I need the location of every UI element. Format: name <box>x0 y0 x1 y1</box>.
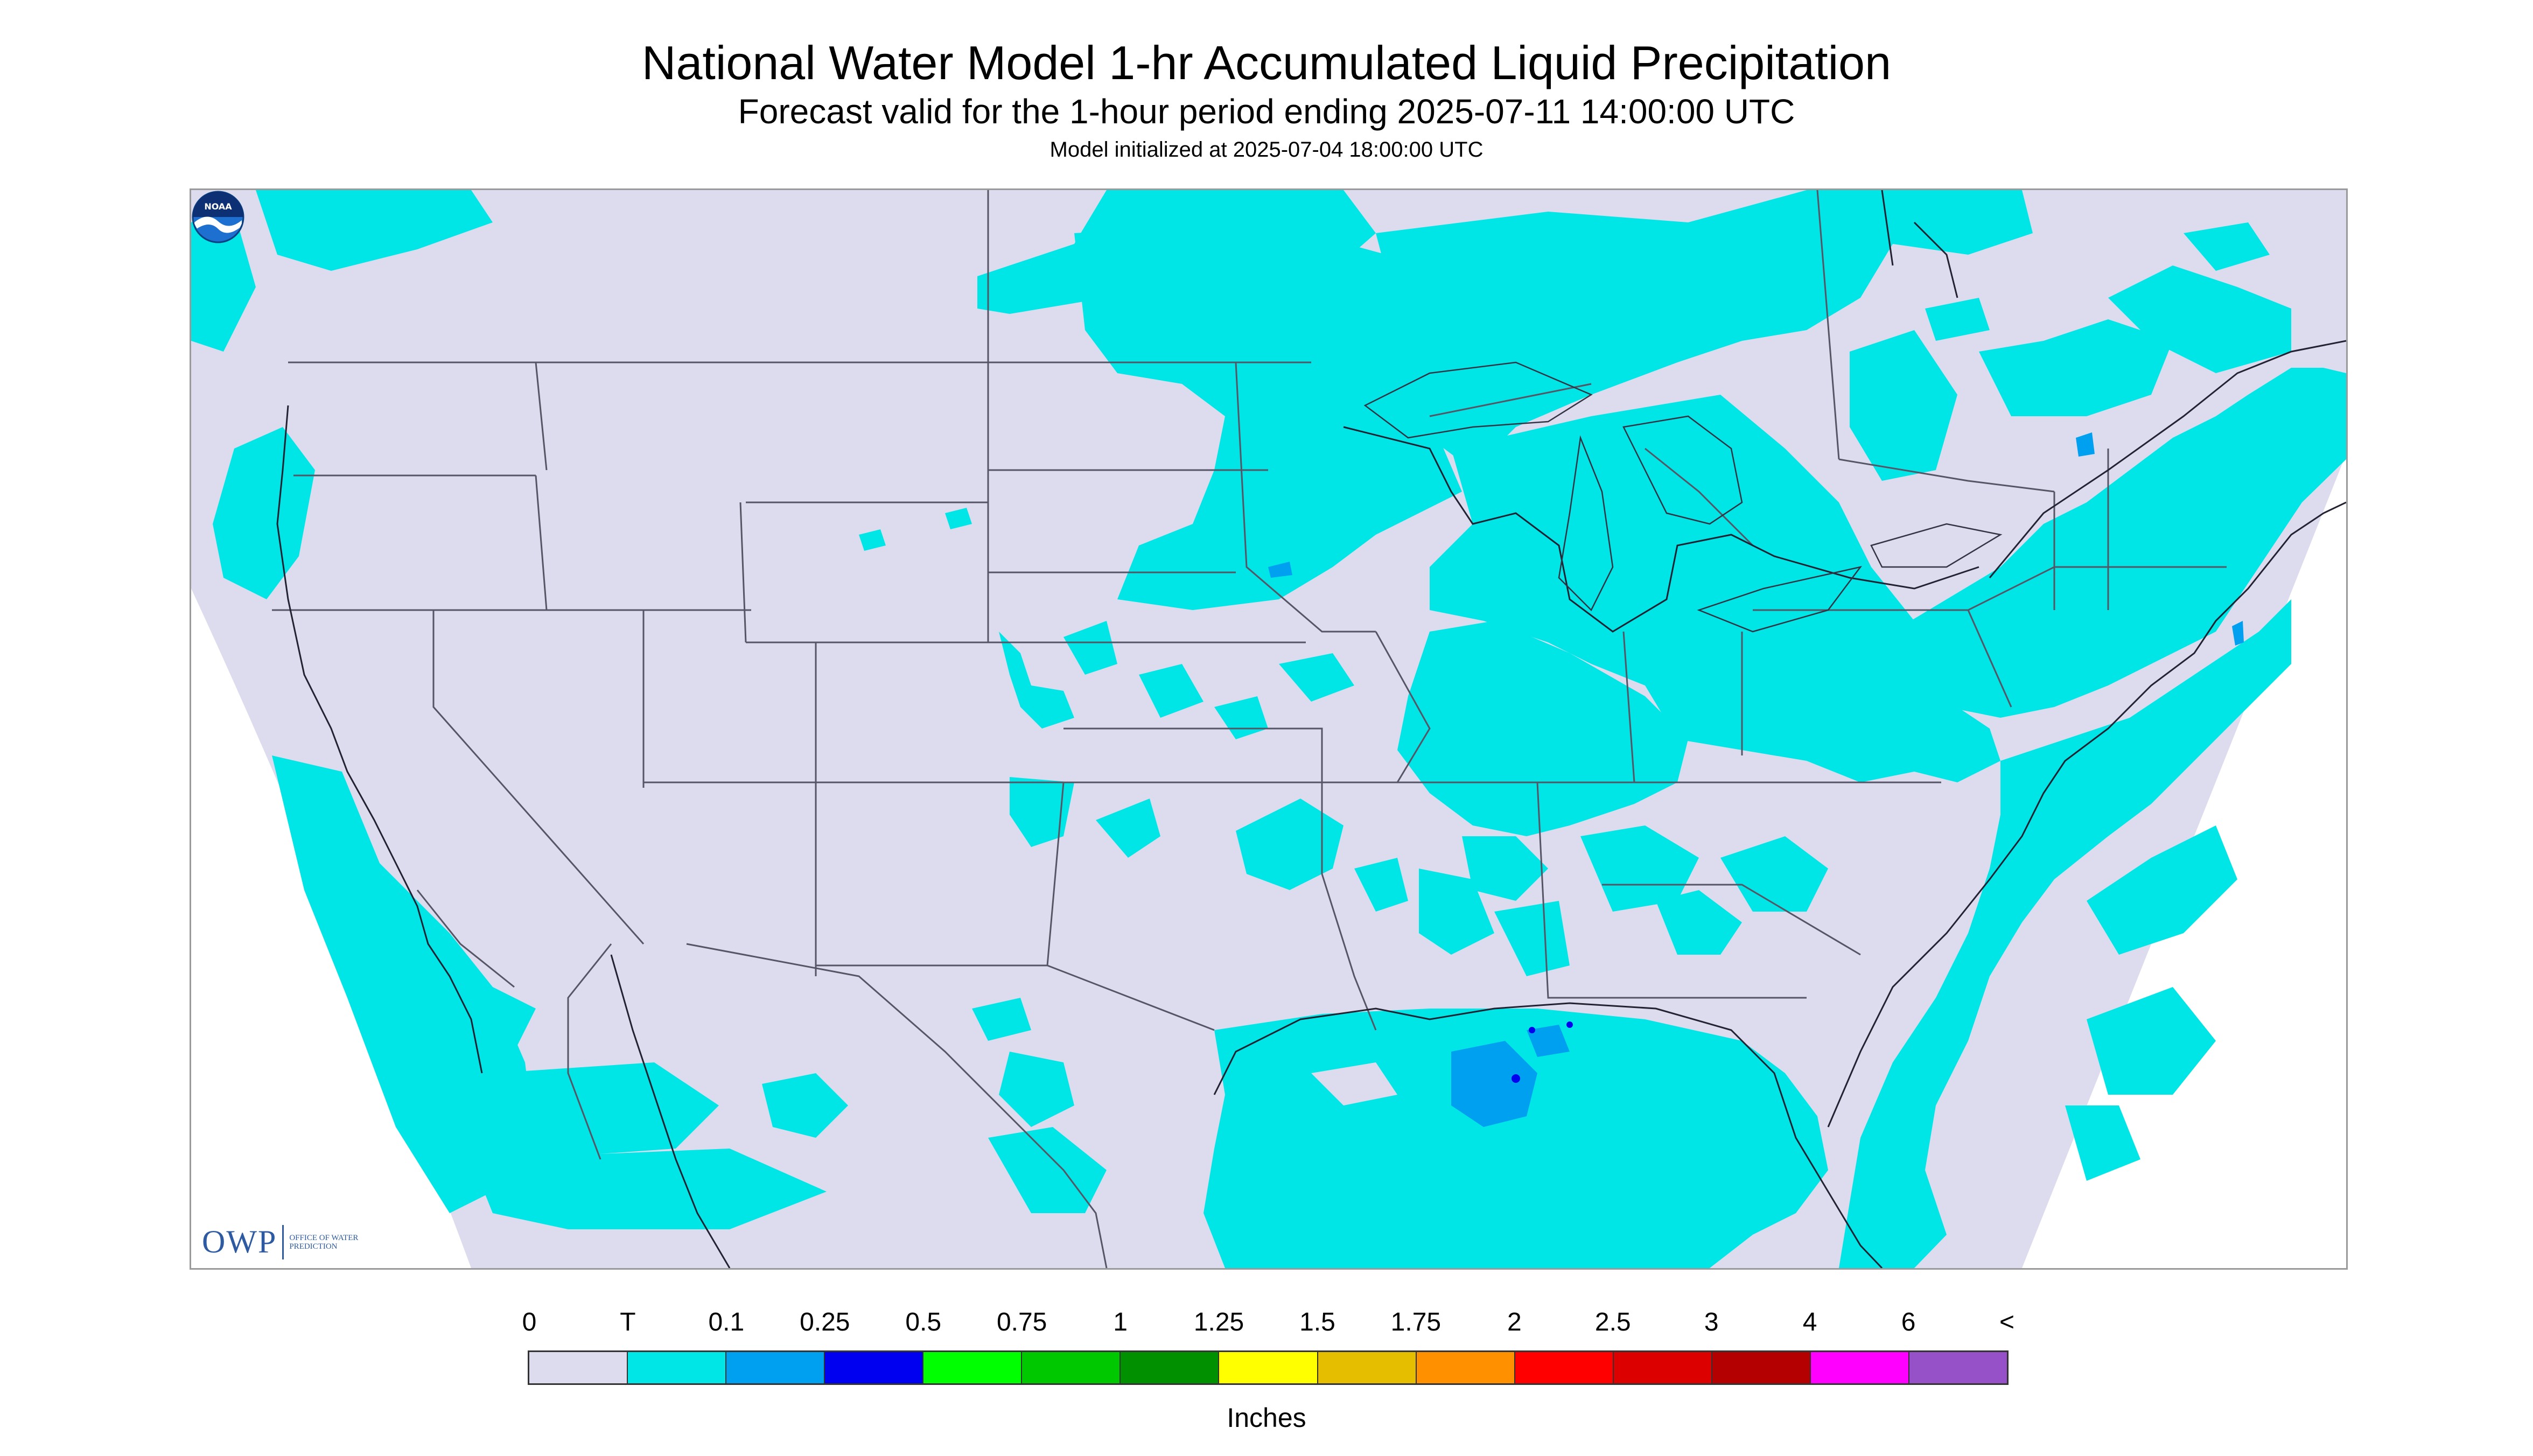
owp-logo-text: OWP <box>202 1224 277 1259</box>
precipitation-map: OWP OFFICE OF WATER PREDICTION NOAA <box>190 188 2348 1270</box>
legend-tick-label: 0 <box>522 1308 537 1336</box>
legend-tick-label: 0.1 <box>708 1308 745 1336</box>
map-title: National Water Model 1-hr Accumulated Li… <box>641 36 1892 89</box>
legend-colorbar <box>528 1350 2009 1385</box>
model-init-line: Model initialized at 2025-07-04 18:00:00… <box>1049 138 1484 162</box>
legend-tick-label: 0.75 <box>996 1308 1047 1336</box>
legend-tick-label: 6 <box>1901 1308 1916 1336</box>
legend-tick-label: 1.25 <box>1193 1308 1244 1336</box>
legend-swatch <box>1416 1352 1515 1383</box>
legend-swatch <box>825 1352 924 1383</box>
legend-swatch <box>1909 1352 2007 1383</box>
legend-swatch <box>1219 1352 1318 1383</box>
color-legend: 0 T 0.1 0.25 0.5 0.75 1 1.25 1.5 1.75 2 2.5 3 4 6 < <box>522 1307 2014 1385</box>
lake-outlines <box>1363 361 2003 633</box>
legend-units-label: Inches <box>1227 1403 1306 1433</box>
legend-tick-label: 1.75 <box>1390 1308 1442 1336</box>
legend-tick-label: 1.5 <box>1299 1308 1335 1336</box>
legend-swatch <box>628 1352 727 1383</box>
legend-swatch <box>1810 1352 1909 1383</box>
owp-logo-divider <box>282 1224 284 1259</box>
owp-logo-subtitle: OFFICE OF WATER PREDICTION <box>289 1233 359 1251</box>
legend-tick-label: T <box>620 1308 636 1336</box>
legend-tick-label: 3 <box>1704 1308 1719 1336</box>
legend-swatch <box>1515 1352 1614 1383</box>
legend-swatch <box>1121 1352 1220 1383</box>
legend-swatch <box>1022 1352 1121 1383</box>
outside-domain-east <box>2022 454 2346 1268</box>
legend-swatch <box>1712 1352 1811 1383</box>
legend-tick-label: 0.5 <box>905 1308 942 1336</box>
legend-tick-label: 2.5 <box>1594 1308 1631 1336</box>
legend-tick-label: 2 <box>1507 1308 1522 1336</box>
legend-swatch <box>726 1352 825 1383</box>
map-subtitle: Forecast valid for the 1-hour period end… <box>738 92 1795 131</box>
legend-tick-label: 1 <box>1113 1308 1128 1336</box>
legend-swatch <box>1318 1352 1417 1383</box>
coastlines <box>276 190 2346 1268</box>
legend-swatch <box>529 1352 628 1383</box>
map-canvas <box>191 190 2346 1268</box>
legend-tick-label: < <box>1999 1308 2015 1336</box>
noaa-logo: NOAA <box>192 191 244 243</box>
noaa-logo-text: NOAA <box>204 201 232 212</box>
legend-swatch <box>1613 1352 1712 1383</box>
state-boundaries <box>272 190 2227 1268</box>
precip-heavier-areas <box>1268 432 2244 1127</box>
legend-tick-label: 0.25 <box>800 1308 850 1336</box>
owp-logo: OWP OFFICE OF WATER PREDICTION <box>202 1223 359 1261</box>
legend-tick-label: 4 <box>1802 1308 1817 1336</box>
precip-trace-areas <box>191 190 2346 1268</box>
legend-swatch <box>923 1352 1023 1383</box>
